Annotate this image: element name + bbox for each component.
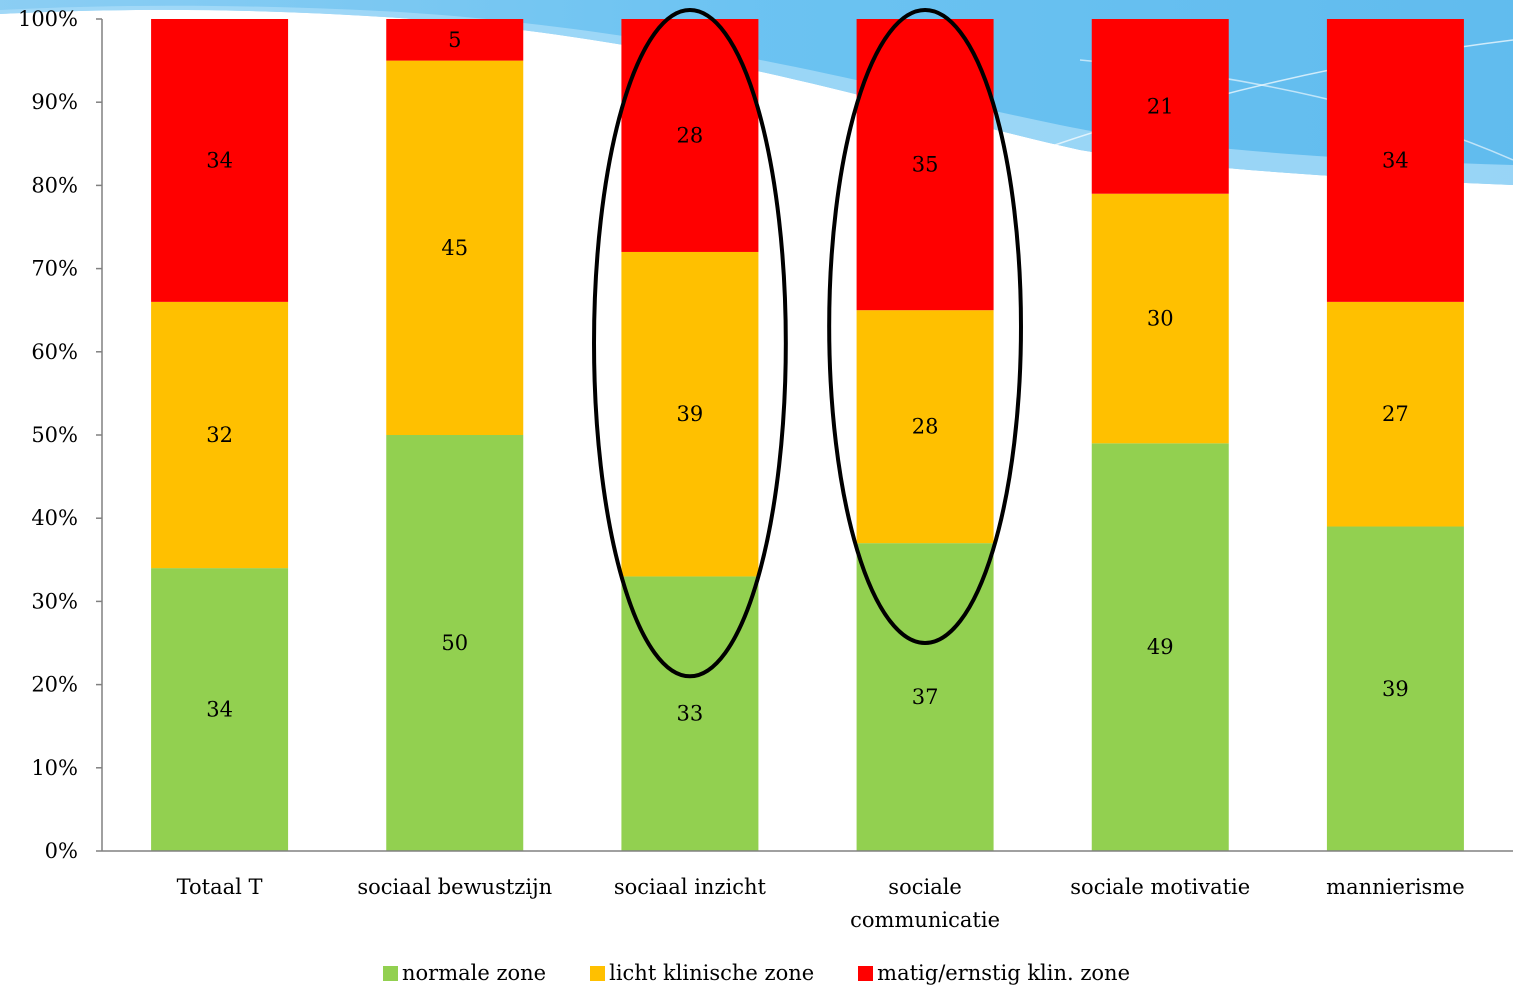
data-label: 50 [441,631,468,655]
bar-segment [621,19,759,252]
bar-segment [1326,19,1464,302]
y-tick-label: 0% [45,839,78,863]
bar-segment [621,251,759,577]
category-label: Totaal T [177,875,263,899]
y-tick-label: 10% [31,756,78,780]
data-label: 28 [677,123,704,147]
data-label: 39 [677,402,704,426]
bar-segment [1326,301,1464,527]
legend-swatch [590,965,606,981]
y-tick-label: 100% [18,7,78,31]
data-label: 45 [441,236,468,260]
data-label: 33 [677,702,704,726]
bar-segment [1091,443,1229,851]
data-label: 35 [912,153,939,177]
data-label: 37 [912,685,939,709]
bar-segment [856,310,994,544]
y-tick-label: 50% [31,423,78,447]
data-label: 32 [206,423,233,447]
category-label: sociaal bewustzijn [357,875,552,899]
data-label: 28 [912,415,939,439]
legend: normale zone licht klinische zone matig/er… [0,958,1513,988]
y-tick-label: 20% [31,673,78,697]
bar-segment [386,60,524,435]
legend-label: normale zone [401,961,547,985]
category-label: sociale [888,875,962,899]
data-label: 30 [1147,307,1174,331]
legend-item: normale zone [382,961,547,985]
y-tick-label: 60% [31,340,78,364]
legend-item: matig/ernstig klin. zone [858,961,1130,985]
legend-swatch [382,965,398,981]
bar-segment [386,19,524,61]
y-tick-label: 90% [31,90,78,114]
data-label: 21 [1147,94,1174,118]
bar-segment [386,435,524,851]
legend-item: licht klinische zone [590,961,814,985]
legend-label: matig/ernstig klin. zone [877,961,1131,985]
data-label: 34 [1382,148,1409,172]
bar-segment [621,576,759,851]
highlight-ellipse [592,8,788,679]
legend-swatch [858,965,874,981]
bar-segment [1326,526,1464,851]
data-label: 27 [1382,402,1409,426]
category-label: sociaal inzicht [614,875,767,899]
data-label: 49 [1147,635,1174,659]
y-tick-label: 80% [31,173,78,197]
bar-segment [856,19,994,311]
bar-segment [151,568,289,851]
bar-segment [1091,19,1229,194]
data-label: 34 [206,148,233,172]
data-label: 5 [448,28,461,52]
data-label: 39 [1382,677,1409,701]
y-tick-label: 30% [31,589,78,613]
category-label: communicatie [850,908,1000,932]
bar-segment [151,301,289,569]
y-tick-label: 70% [31,257,78,281]
legend-label: licht klinische zone [609,961,815,985]
category-label: mannierisme [1326,875,1465,899]
bar-segment [151,19,289,302]
y-tick-label: 40% [31,506,78,530]
data-label: 34 [206,698,233,722]
highlight-ellipse [827,8,1023,645]
category-label: sociale motivatie [1070,875,1250,899]
bar-segment [1091,193,1229,444]
bar-segment [856,543,994,851]
